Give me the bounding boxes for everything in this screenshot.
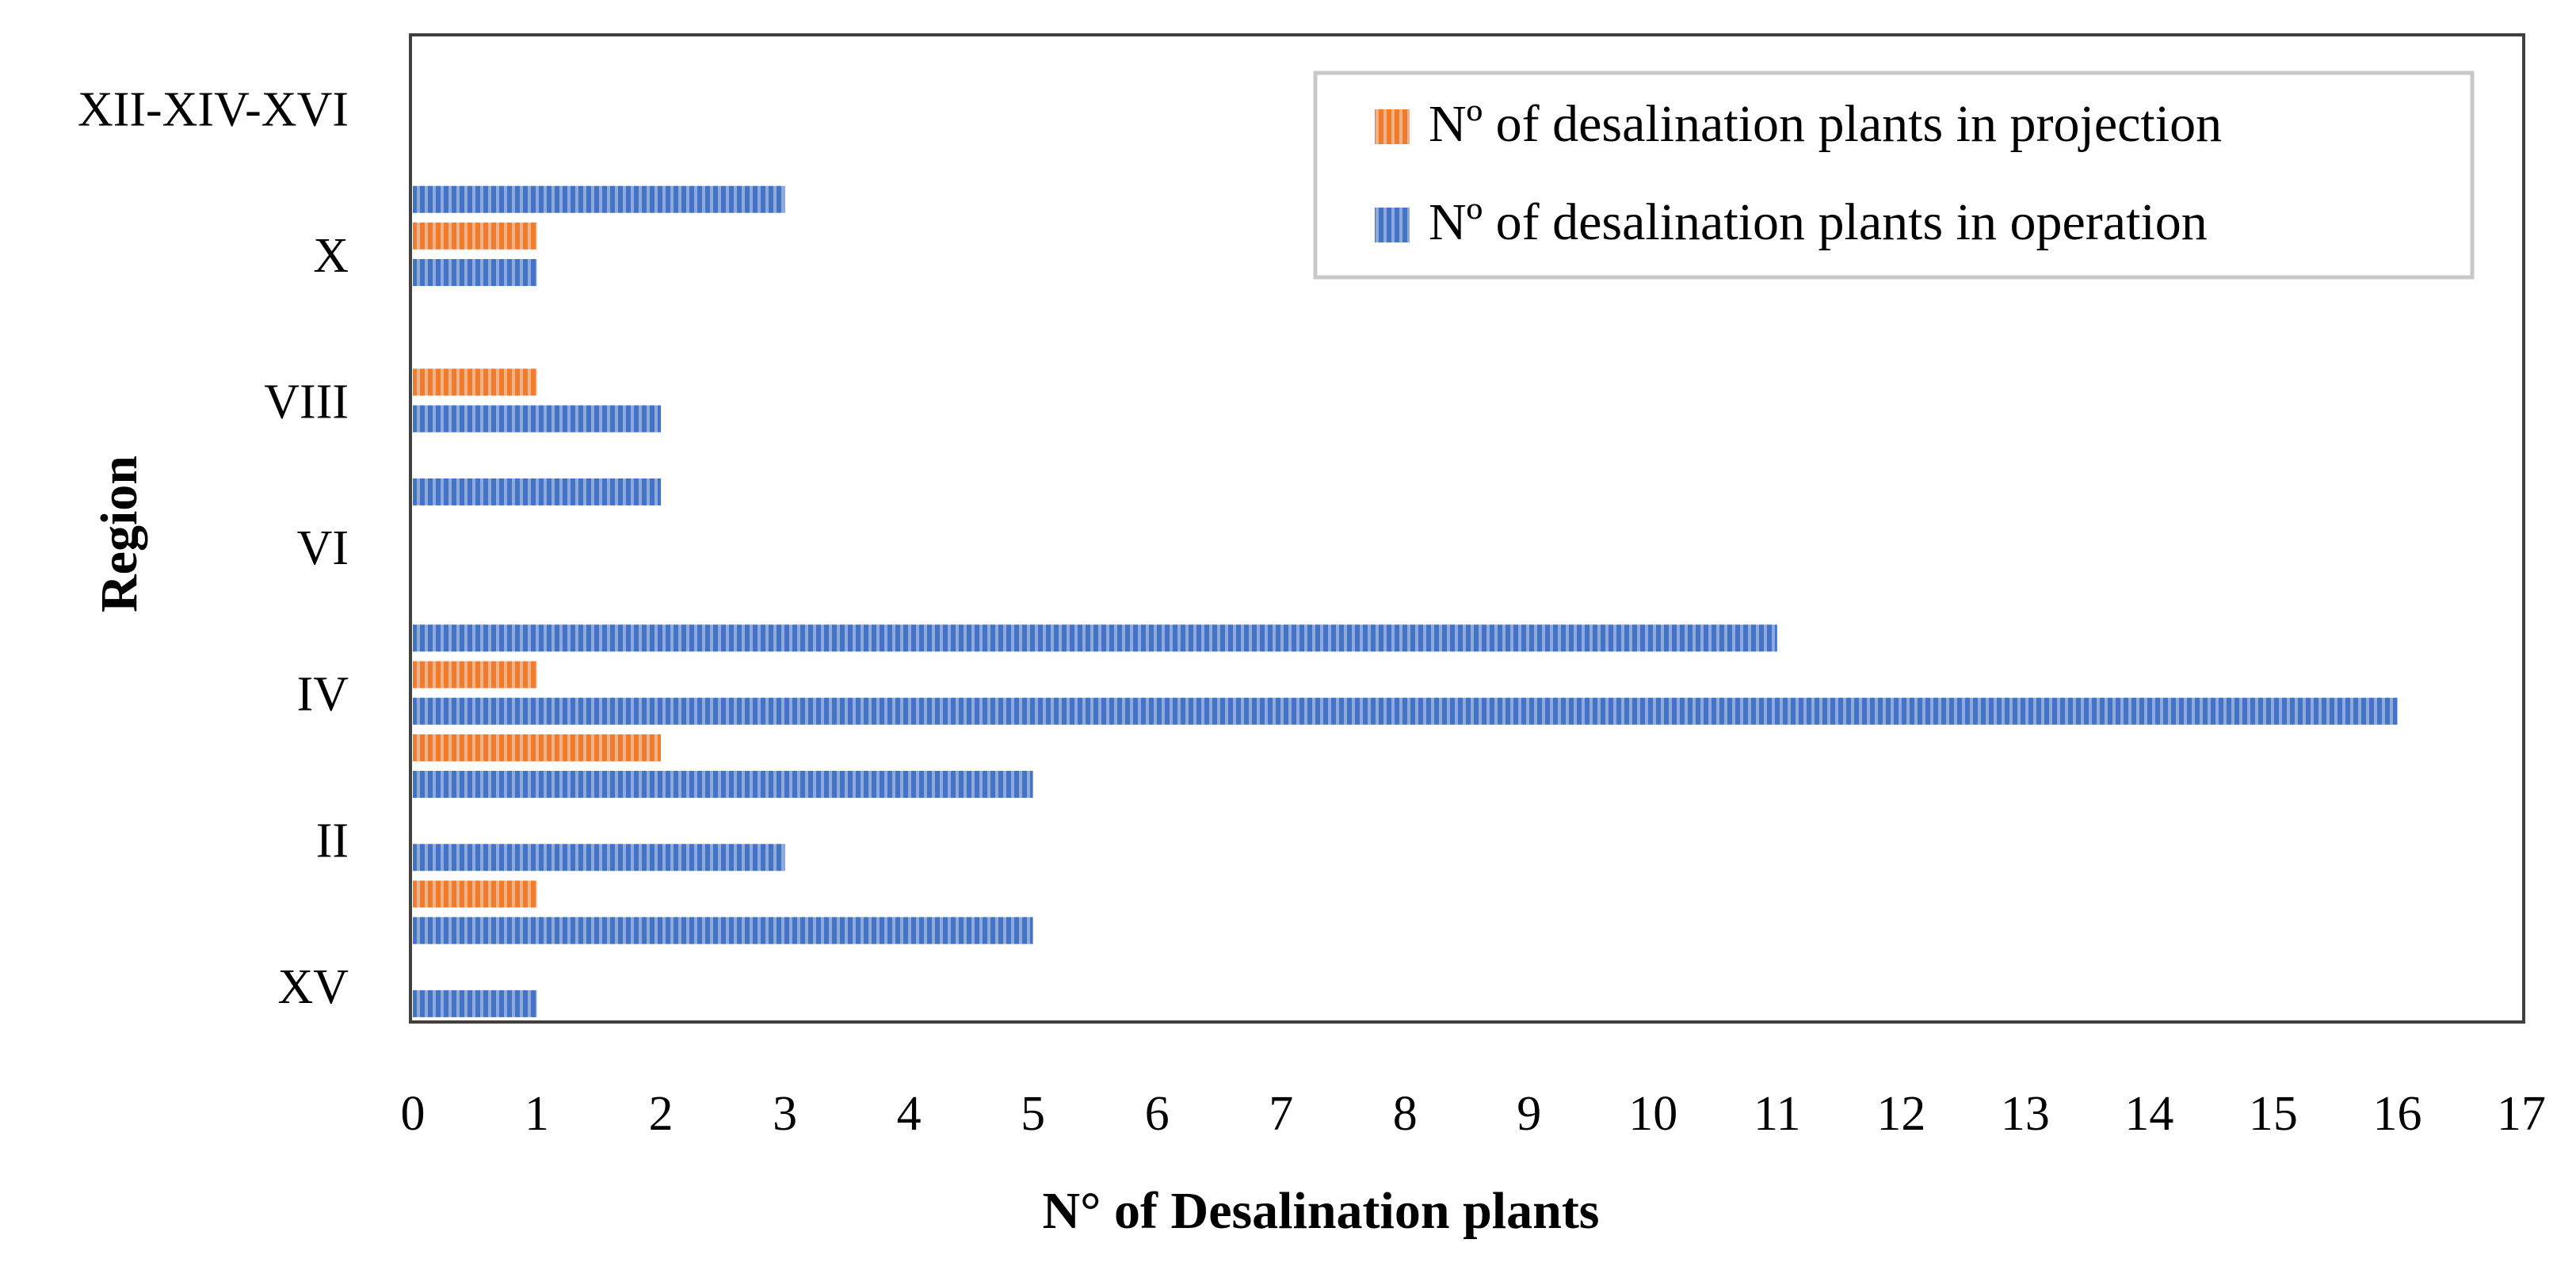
- bar-projection-7: [413, 661, 537, 688]
- bar-operation-4: [413, 771, 1033, 798]
- x-tick-label-4: 4: [897, 1087, 922, 1141]
- x-tick-label-14: 14: [2124, 1087, 2173, 1141]
- x-tick-label-11: 11: [1754, 1087, 1801, 1141]
- x-tick-label-8: 8: [1393, 1087, 1418, 1141]
- bar-projection-13: [413, 222, 537, 250]
- y-axis-title: Region: [90, 456, 148, 612]
- x-tick-label-16: 16: [2373, 1087, 2422, 1141]
- legend-swatch-projection: [1375, 109, 1410, 144]
- bars-group: [413, 185, 2398, 1017]
- bar-projection-2: [413, 880, 537, 908]
- x-tick-label-12: 12: [1876, 1087, 1925, 1141]
- x-axis-title: N° of Desalination plants: [1043, 1182, 1600, 1240]
- y-tick-label-4: VIII: [264, 376, 349, 429]
- bar-operation-9: [413, 478, 662, 505]
- x-tick-label-9: 9: [1517, 1087, 1541, 1141]
- bar-operation-14: [413, 185, 785, 213]
- legend-label-operation: Nº of desalination plants in operation: [1429, 193, 2208, 251]
- y-tick-label-1: II: [316, 814, 349, 868]
- x-tick-label-3: 3: [773, 1087, 797, 1141]
- bar-projection-11: [413, 368, 537, 396]
- bar-operation-1: [413, 917, 1033, 944]
- y-tick-label-0: XV: [277, 960, 349, 1014]
- x-tick-label-17: 17: [2497, 1087, 2546, 1141]
- x-tick-label-15: 15: [2249, 1087, 2298, 1141]
- y-tick-label-3: VI: [297, 521, 349, 575]
- bar-operation-6: [413, 697, 2398, 725]
- y-tick-labels: XV II IV VI VIII X XII-XIV-XVI: [78, 82, 349, 1014]
- legend-box: [1313, 71, 2475, 280]
- x-tick-label-6: 6: [1145, 1087, 1170, 1141]
- x-tick-label-7: 7: [1269, 1087, 1293, 1141]
- x-tick-label-10: 10: [1628, 1087, 1677, 1141]
- bar-operation-10: [413, 405, 662, 433]
- bar-projection-5: [413, 734, 662, 761]
- bar-operation-0: [413, 990, 537, 1017]
- x-tick-label-1: 1: [525, 1087, 549, 1141]
- bar-operation-8: [413, 624, 1777, 652]
- x-tick-labels: 0 1 2 3 4 5 6 7 8 9 10 11 12 13 14 15 16 17: [401, 1087, 2547, 1141]
- legend-swatch-operation: [1375, 208, 1410, 242]
- bar-operation-3: [413, 844, 785, 871]
- y-tick-label-2: IV: [297, 668, 349, 722]
- x-tick-label-5: 5: [1021, 1087, 1045, 1141]
- legend: Nº of desalination plants in projection …: [1313, 71, 2475, 280]
- y-tick-label-6: XII-XIV-XVI: [78, 82, 349, 136]
- bar-operation-12: [413, 259, 537, 286]
- x-tick-label-0: 0: [401, 1087, 426, 1141]
- x-tick-label-2: 2: [649, 1087, 674, 1141]
- x-tick-label-13: 13: [2001, 1087, 2050, 1141]
- y-tick-label-5: X: [313, 229, 349, 283]
- legend-label-projection: Nº of desalination plants in projection: [1429, 95, 2222, 153]
